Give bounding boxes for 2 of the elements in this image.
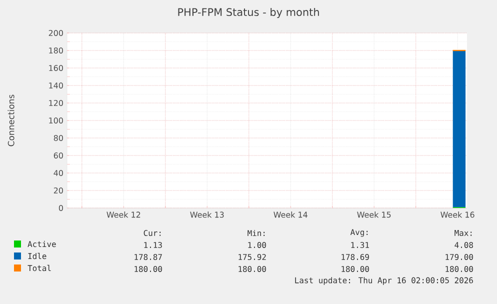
chart-title: PHP-FPM Status - by month [178, 8, 319, 18]
y-axis-title: Connections [8, 94, 14, 146]
